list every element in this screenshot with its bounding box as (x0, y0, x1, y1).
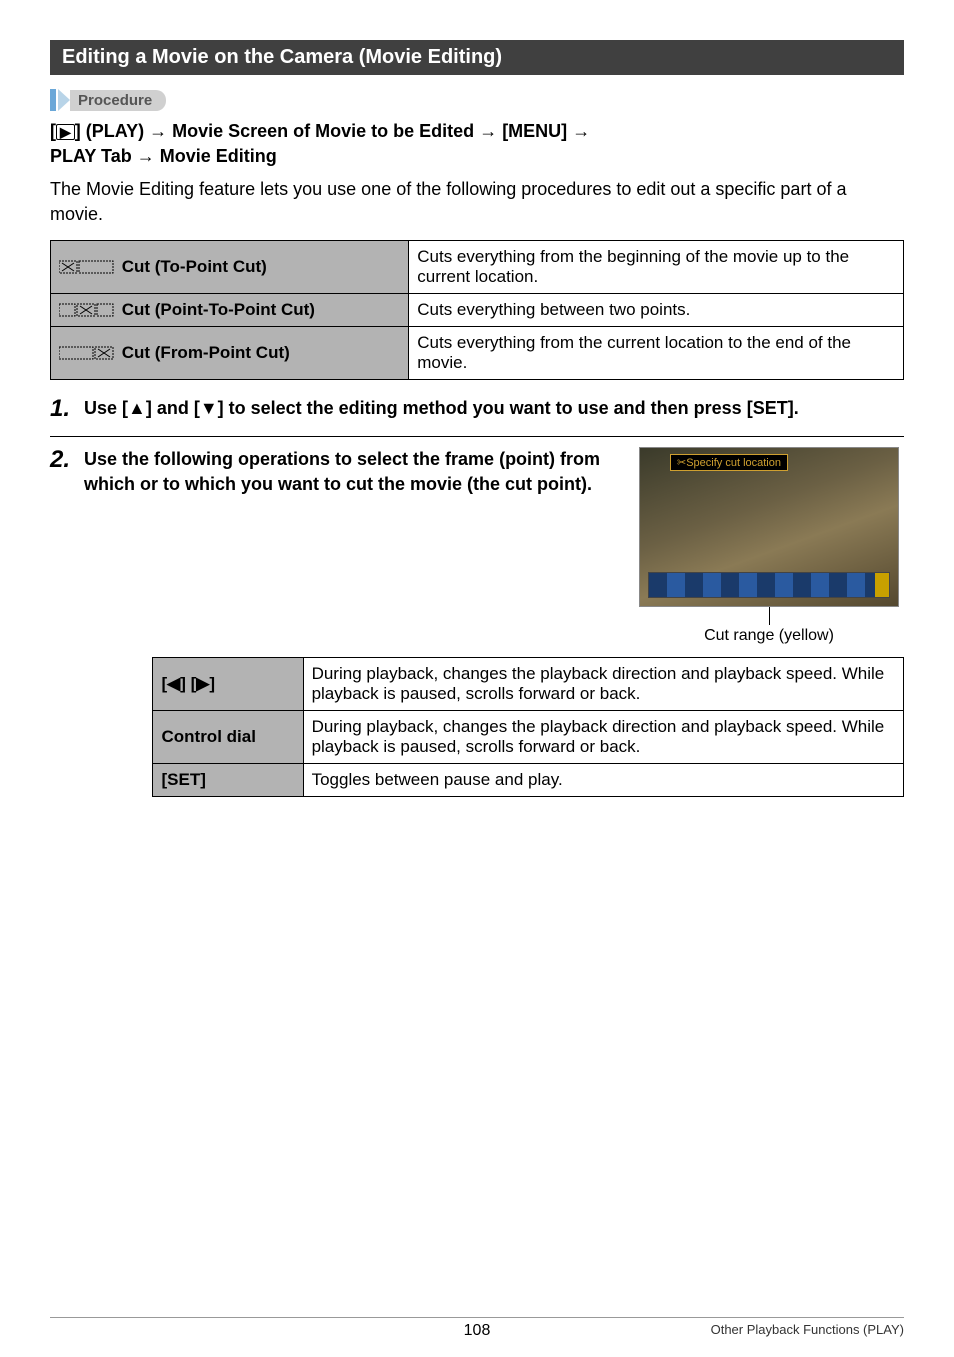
step-1: 1. Use [▲] and [▼] to select the editing… (50, 396, 904, 422)
procedure-label: Procedure (70, 90, 166, 111)
control-desc-cell: During playback, changes the playback di… (303, 711, 903, 764)
cut-label: Cut (To-Point Cut) (117, 257, 267, 276)
cut-label: Cut (Point-To-Point Cut) (117, 300, 315, 319)
film-strip-icon (648, 572, 890, 598)
cut-desc-cell: Cuts everything from the current locatio… (409, 326, 904, 379)
yellow-range-icon (875, 573, 889, 597)
thumbnail-tag: ✂Specify cut location (670, 454, 788, 471)
step-number: 2. (50, 447, 76, 645)
table-row: Cut (Point-To-Point Cut) Cuts everything… (51, 293, 904, 326)
table-row: [SET] Toggles between pause and play. (153, 764, 904, 797)
control-desc-cell: Toggles between pause and play. (303, 764, 903, 797)
cut-label-cell: Cut (Point-To-Point Cut) (51, 293, 409, 326)
film-from-point-icon (59, 345, 115, 361)
table-row: [◀] [▶] During playback, changes the pla… (153, 658, 904, 711)
page-footer: 108 Other Playback Functions (PLAY) (50, 1317, 904, 1337)
table-row: Control dial During playback, changes th… (153, 711, 904, 764)
control-key-cell: Control dial (153, 711, 303, 764)
controls-table: [◀] [▶] During playback, changes the pla… (152, 657, 904, 797)
path-part: Movie Editing (155, 146, 277, 166)
film-point-to-point-icon (59, 302, 115, 318)
path-part: ] (PLAY) (75, 121, 149, 141)
step-number: 1. (50, 396, 76, 422)
step-text: Use [▲] and [▼] to select the editing me… (84, 396, 799, 422)
cut-label-cell: Cut (To-Point Cut) (51, 240, 409, 293)
cut-label-cell: Cut (From-Point Cut) (51, 326, 409, 379)
control-desc-cell: During playback, changes the playback di… (303, 658, 903, 711)
movie-thumbnail: ✂Specify cut location (639, 447, 899, 607)
play-box-icon: [▶ (50, 121, 75, 141)
intro-text: The Movie Editing feature lets you use o… (50, 177, 904, 226)
pointer-line-icon (769, 607, 770, 625)
cut-desc-cell: Cuts everything between two points. (409, 293, 904, 326)
path-part: Movie Screen of Movie to be Edited (167, 121, 479, 141)
procedure-row: Procedure (50, 89, 904, 111)
path-part: [MENU] (497, 121, 572, 141)
arrow-icon: → (149, 121, 167, 141)
arrow-icon: → (137, 146, 155, 166)
menu-path: [▶] (PLAY) → Movie Screen of Movie to be… (50, 119, 904, 169)
control-key-cell: [◀] [▶] (153, 658, 303, 711)
control-key-cell: [SET] (153, 764, 303, 797)
step-text: Use the following operations to select t… (84, 447, 622, 645)
table-row: Cut (To-Point Cut) Cuts everything from … (51, 240, 904, 293)
path-part: PLAY Tab (50, 146, 137, 166)
arrow-icon: → (572, 121, 590, 141)
footer-section: Other Playback Functions (PLAY) (711, 1322, 904, 1337)
page-number: 108 (464, 1322, 491, 1340)
thumbnail-column: ✂Specify cut location Cut range (yellow) (634, 447, 904, 645)
arrow-icon: → (479, 121, 497, 141)
cut-label: Cut (From-Point Cut) (117, 343, 290, 362)
cut-desc-cell: Cuts everything from the beginning of th… (409, 240, 904, 293)
table-row: Cut (From-Point Cut) Cuts everything fro… (51, 326, 904, 379)
step-2: 2. Use the following operations to selec… (50, 447, 622, 645)
film-to-point-icon (59, 259, 115, 275)
thumbnail-caption: Cut range (yellow) (634, 627, 904, 645)
procedure-bar-icon (50, 89, 56, 111)
procedure-arrow-icon (58, 89, 70, 111)
section-header: Editing a Movie on the Camera (Movie Edi… (50, 40, 904, 75)
step-2-row: 2. Use the following operations to selec… (50, 436, 904, 645)
cut-options-table: Cut (To-Point Cut) Cuts everything from … (50, 240, 904, 380)
